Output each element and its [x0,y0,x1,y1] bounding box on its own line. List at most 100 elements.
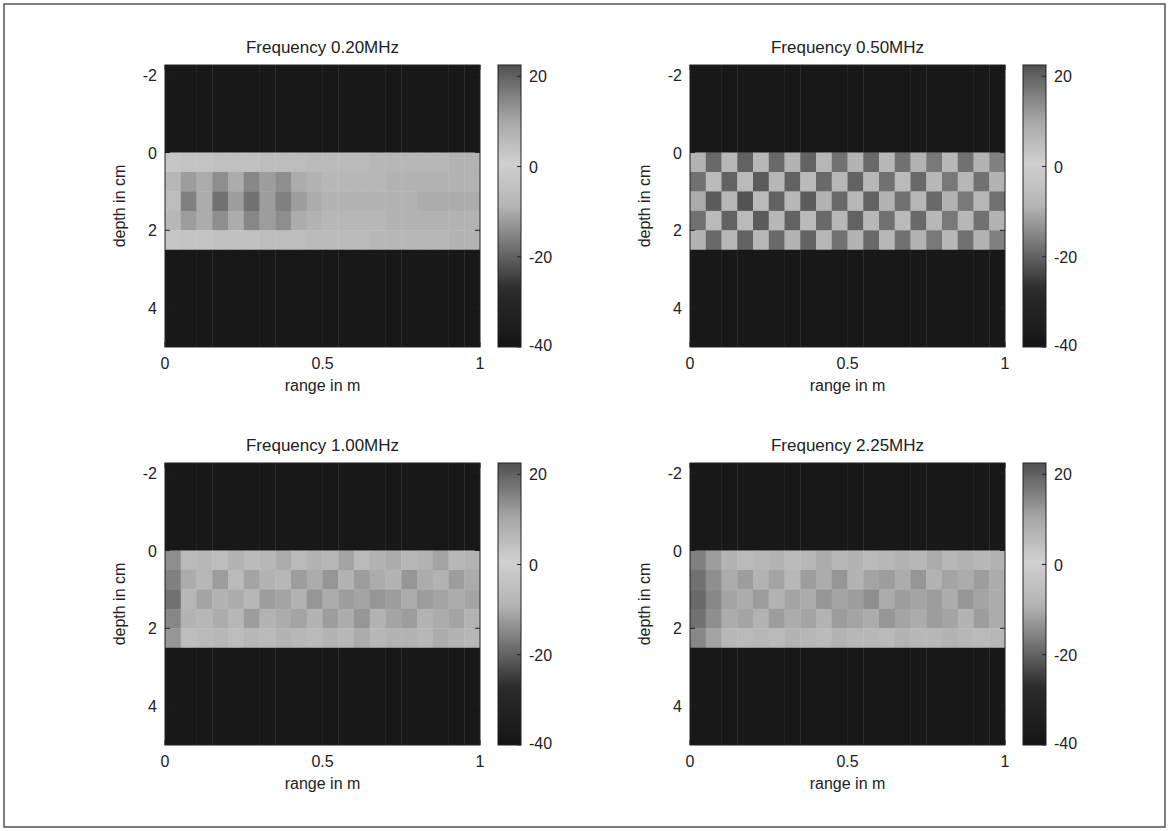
heat-cell [848,570,864,590]
heat-cell [197,648,213,745]
heat-cell [958,153,974,173]
heat-cell [212,65,228,153]
y-tick [165,550,170,551]
colorbar-tick [517,256,521,257]
x-tick [690,65,691,70]
heat-cell [228,648,244,745]
heat-cell [690,172,706,192]
heat-cell [165,65,181,153]
heat-cell [769,153,785,173]
heat-cell [212,609,228,629]
heat-cell [449,250,465,347]
heat-cell [942,463,958,551]
colorbar-tick [517,76,521,77]
y-tick [690,550,695,551]
heat-cell [323,628,339,648]
heat-cell [879,250,895,347]
heat-cell [354,172,370,192]
colorbar-tick-label: 20 [1054,466,1072,483]
colorbar-tick-label: -40 [1054,337,1077,354]
heat-cell [989,570,1005,590]
heat-cell [769,570,785,590]
heat-cell [879,628,895,648]
heat-cell [401,191,417,211]
heat-cell [181,250,197,347]
heat-cell [197,551,213,571]
heat-cell [800,609,816,629]
colorbar-tick [1042,474,1046,475]
heat-cell [165,648,181,745]
heat-cell [323,65,339,153]
y-tick [165,706,170,707]
heat-cell [181,570,197,590]
heat-cell [370,628,386,648]
heat-cell [307,551,323,571]
colorbar-tick [517,347,521,348]
heat-cell [323,648,339,745]
heat-cell [338,191,354,211]
heat-cell [386,648,402,745]
heat-cell [433,172,449,192]
heat-cell [785,551,801,571]
heat-cell [212,211,228,231]
x-tick [1005,740,1006,745]
x-tick [165,463,166,468]
heat-cell [863,463,879,551]
heat-cell [370,648,386,745]
panel-title: Frequency 1.00MHz [246,436,399,455]
colorbar-tick-label: -20 [1054,647,1077,664]
heat-cell [275,628,291,648]
x-tick [690,740,691,745]
heat-cell [895,172,911,192]
heat-cell [197,250,213,347]
x-tick [322,65,323,70]
heat-cell [911,211,927,231]
heat-cell [832,463,848,551]
y-tick [1000,550,1005,551]
heat-cell [197,463,213,551]
heat-cell [895,463,911,551]
heat-cell [706,191,722,211]
y-tick-label: 2 [673,620,682,637]
x-tick [165,65,166,70]
x-tick-label: 0.5 [836,355,858,372]
heat-cell [417,65,433,153]
heat-cell [212,230,228,250]
heat-cell [722,191,738,211]
heat-cell [753,153,769,173]
heat-cell [449,172,465,192]
panel: 00.51-2024Frequency 2.25MHzrange in mdep… [636,436,1077,792]
heat-cell [911,250,927,347]
heat-cell [275,172,291,192]
y-tick-label: 0 [148,543,157,560]
heat-cell [942,648,958,745]
heat-cell [449,230,465,250]
heat-cell [354,211,370,231]
heat-cell [974,230,990,250]
heat-cell [354,65,370,153]
panel: 00.51-2024Frequency 1.00MHzrange in mdep… [111,436,552,792]
heat-cell [879,172,895,192]
heat-cell [417,463,433,551]
y-axis-title: depth in cm [636,563,653,646]
y-tick [475,706,480,707]
heat-cell [291,648,307,745]
heat-cell [354,250,370,347]
heat-cell [307,570,323,590]
x-tick [847,65,848,70]
heat-cell [338,230,354,250]
heat-cell [197,211,213,231]
heat-cell [800,648,816,745]
heat-cell [401,463,417,551]
heat-cell [832,551,848,571]
heat-cell [911,589,927,609]
heat-cell [433,230,449,250]
heat-cell [958,648,974,745]
heat-cell [848,463,864,551]
heat-cell [690,463,706,551]
colorbar-tick-label: 20 [529,68,547,85]
cells [165,65,480,347]
heat-cell [800,172,816,192]
heat-cell [165,172,181,192]
y-tick-label: 4 [673,698,682,715]
